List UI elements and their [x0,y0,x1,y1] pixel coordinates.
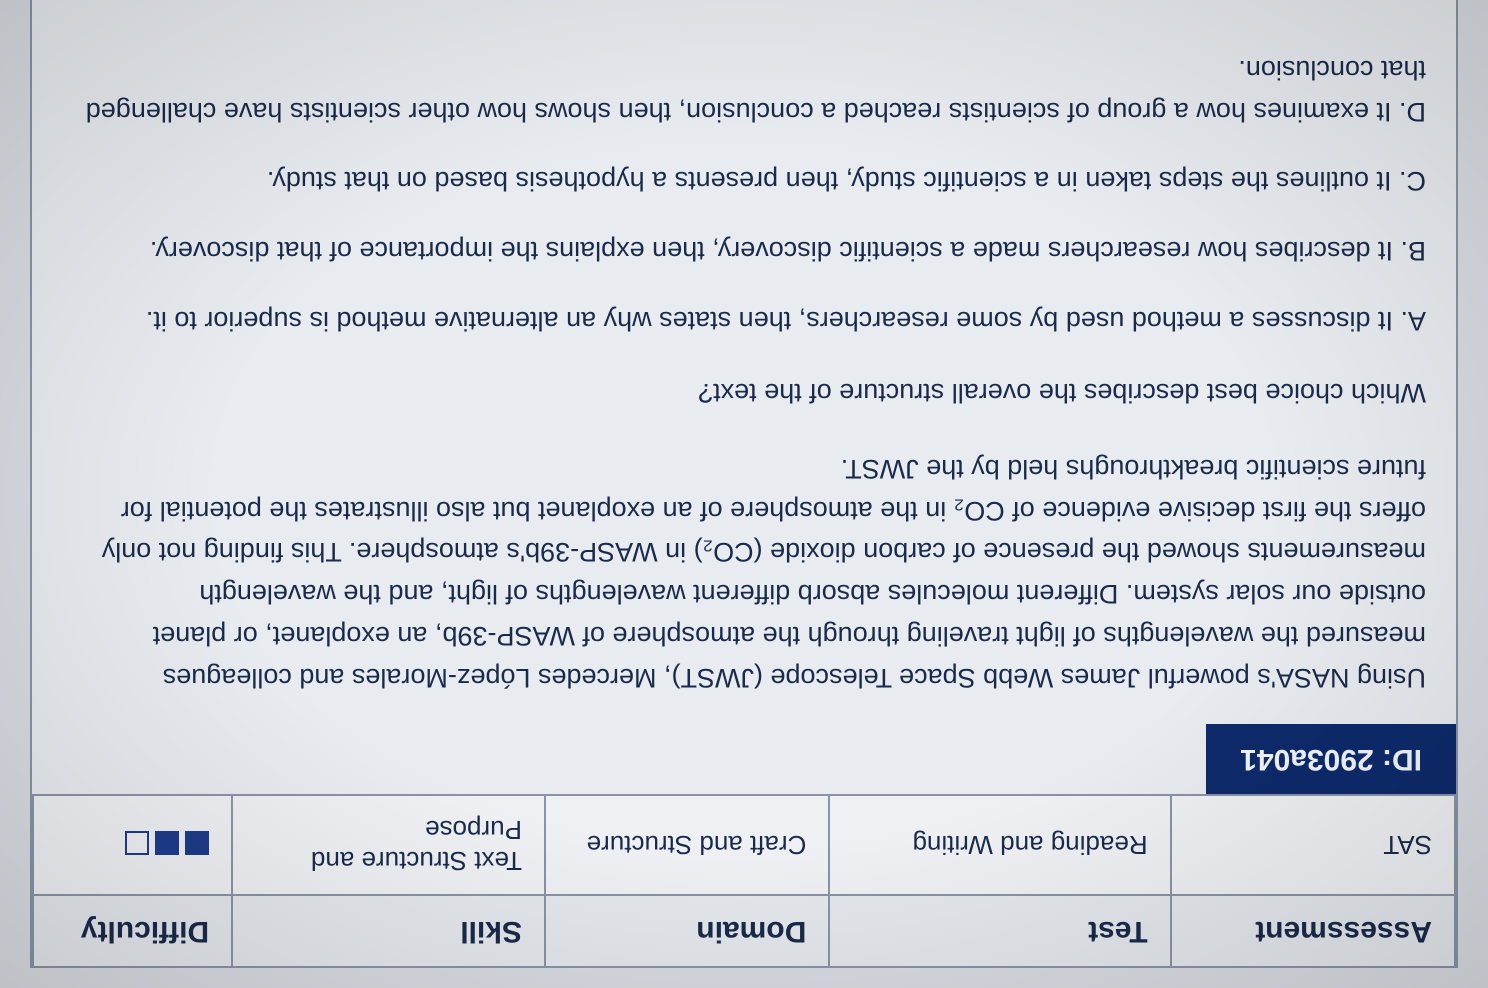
difficulty-box-3 [125,831,149,855]
choice-a[interactable]: A. It discusses a method used by some re… [62,299,1426,341]
screen: Assessment Test Domain Skill Difficulty … [0,0,1488,988]
header-domain: Domain [545,895,829,967]
difficulty-indicator [125,831,209,855]
choice-c[interactable]: C. It outlines the steps taken in a scie… [62,160,1426,202]
metadata-table: Assessment Test Domain Skill Difficulty … [32,794,1456,968]
cell-assessment: SAT [1171,795,1455,895]
passage-text: Using NASA's powerful James Webb Space T… [62,447,1426,698]
header-difficulty: Difficulty [33,895,232,967]
difficulty-box-1 [185,831,209,855]
answer-choices: A. It discusses a method used by some re… [62,48,1426,341]
table-header-row: Assessment Test Domain Skill Difficulty [33,895,1455,967]
question-panel: Assessment Test Domain Skill Difficulty … [30,0,1458,968]
question-id-badge: ID: 2903a041 [1206,724,1456,794]
question-body: Using NASA's powerful James Webb Space T… [32,10,1456,724]
cell-difficulty [33,795,232,895]
choice-b[interactable]: B. It describes how researchers made a s… [62,229,1426,271]
table-row: SAT Reading and Writing Craft and Struct… [33,795,1455,895]
cell-skill: Text Structure and Purpose [232,795,545,895]
question-stem: Which choice best describes the overall … [62,371,1426,413]
header-skill: Skill [232,895,545,967]
difficulty-box-2 [155,831,179,855]
choice-d[interactable]: D. It examines how a group of scientists… [62,48,1426,132]
header-assessment: Assessment [1171,895,1455,967]
cell-test: Reading and Writing [829,795,1170,895]
header-test: Test [829,895,1170,967]
cell-domain: Craft and Structure [545,795,829,895]
